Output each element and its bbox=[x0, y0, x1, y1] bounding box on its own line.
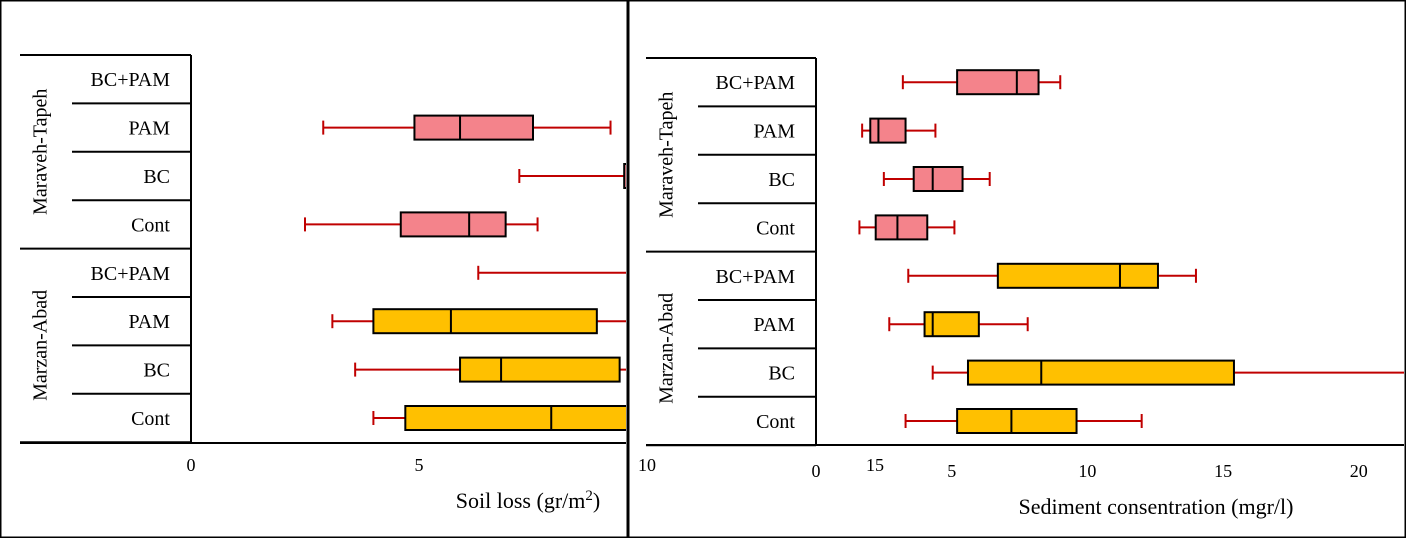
x-tick-label: 0 bbox=[812, 461, 821, 481]
row-label-cont: Cont bbox=[131, 408, 170, 430]
boxplot-marzan-abad-cont bbox=[372, 405, 626, 431]
x-tick-label: 0 bbox=[187, 455, 196, 475]
group-label-maraveh-tapeh: Maraveh-Tapeh bbox=[656, 92, 678, 218]
row-label-bc: BC bbox=[768, 169, 795, 191]
box bbox=[956, 408, 1078, 434]
box bbox=[874, 214, 929, 241]
boxplot-marzan-abad-pam bbox=[331, 308, 626, 335]
box bbox=[372, 308, 598, 335]
soil-loss-chart: Maraveh-Tapeh BC+PAM PAM BC Cont Marzan-Abad B… bbox=[20, 54, 884, 513]
row-label-bc-pam: BC+PAM bbox=[91, 263, 171, 285]
boxplot-marzan-abad-bc bbox=[931, 359, 1404, 386]
row-label-bc-pam: BC+PAM bbox=[91, 69, 171, 91]
boxplot-maraveh-tapeh-bc bbox=[518, 163, 626, 189]
row-label-cont: Cont bbox=[131, 214, 170, 236]
row-label-bc: BC bbox=[768, 363, 795, 385]
group-label-marzan-abad: Marzan-Abad bbox=[656, 293, 678, 404]
boxplot-maraveh-tapeh-cont bbox=[304, 211, 539, 238]
row-label-pam: PAM bbox=[128, 118, 170, 140]
row-label-pam: PAM bbox=[753, 314, 795, 336]
x-tick-label: 15 bbox=[866, 455, 884, 475]
x-axis-title-suffix: ) bbox=[593, 488, 600, 513]
box bbox=[912, 166, 964, 192]
box bbox=[413, 114, 534, 141]
boxplot-marzan-abad-cont bbox=[904, 408, 1143, 434]
row-label-bc-pam: BC+PAM bbox=[716, 266, 796, 288]
x-tick-label: 5 bbox=[415, 455, 424, 475]
boxplot-marzan-abad-bc bbox=[354, 356, 626, 383]
sediment-concentration-chart: Maraveh-Tapeh BC+PAM PAM BC Cont Marzan-Abad B… bbox=[646, 57, 1404, 519]
row-label-cont: Cont bbox=[756, 411, 795, 433]
boxplot-maraveh-tapeh-pam bbox=[861, 117, 937, 144]
x-axis-title-main: Soil loss (gr/m bbox=[456, 488, 586, 513]
group-label-maraveh-tapeh: Maraveh-Tapeh bbox=[30, 89, 52, 215]
group-label-marzan-abad: Marzan-Abad bbox=[30, 290, 52, 401]
x-tick-label: 10 bbox=[638, 455, 656, 475]
x-tick-label: 15 bbox=[1214, 461, 1232, 481]
boxplot-maraveh-tapeh-cont bbox=[858, 214, 956, 241]
x-axis-title: Soil loss (gr/m2) bbox=[456, 488, 600, 513]
right-panel-frame bbox=[626, 0, 1406, 538]
box bbox=[869, 117, 907, 144]
boxplot-maraveh-tapeh-bc-pam bbox=[901, 69, 1062, 96]
x-tick-label: 10 bbox=[1078, 461, 1096, 481]
row-label-pam: PAM bbox=[128, 311, 170, 333]
row-label-pam: PAM bbox=[753, 121, 795, 143]
boxplot-maraveh-tapeh-pam bbox=[322, 114, 612, 141]
box bbox=[966, 359, 1235, 386]
row-label-bc: BC bbox=[143, 166, 170, 188]
row-label-cont: Cont bbox=[756, 217, 795, 239]
row-label-bc: BC bbox=[143, 360, 170, 382]
box bbox=[956, 69, 1040, 96]
row-label-bc-pam: BC+PAM bbox=[716, 72, 796, 94]
boxplot-marzan-abad-bc-pam bbox=[907, 262, 1197, 289]
box bbox=[623, 163, 626, 189]
x-tick-label: 20 bbox=[1350, 461, 1368, 481]
x-axis-title-superscript: 2 bbox=[585, 488, 593, 504]
box bbox=[404, 405, 626, 431]
box bbox=[459, 356, 621, 383]
x-axis-title: Sediment consentration (mgr/l) bbox=[1019, 494, 1294, 519]
boxplot-maraveh-tapeh-bc bbox=[882, 166, 991, 192]
boxplot-marzan-abad-pam bbox=[888, 311, 1029, 338]
boxplot-marzan-abad-bc-pam bbox=[477, 265, 626, 280]
box bbox=[399, 211, 507, 238]
x-tick-label: 5 bbox=[947, 461, 956, 481]
box bbox=[996, 262, 1159, 289]
